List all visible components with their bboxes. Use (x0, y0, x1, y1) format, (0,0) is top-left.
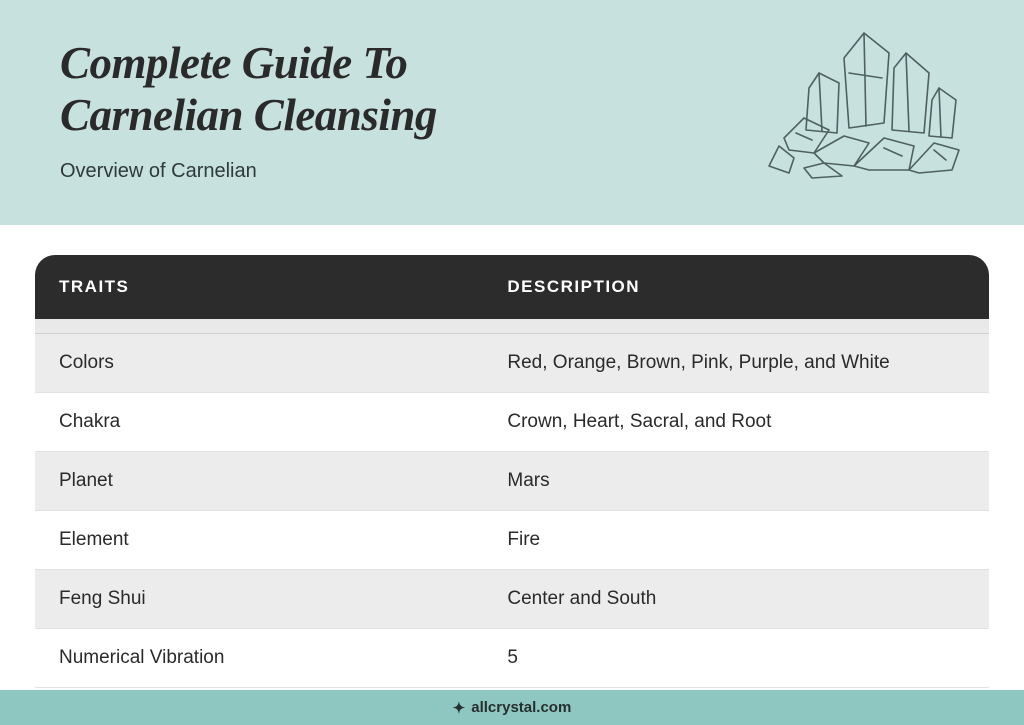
trait-cell: Planet (35, 451, 483, 510)
table-row: Colors Red, Orange, Brown, Pink, Purple,… (35, 333, 989, 392)
description-cell: Crown, Heart, Sacral, and Root (483, 392, 989, 451)
table-row: Element Fire (35, 510, 989, 569)
page-title: Complete Guide To Carnelian Cleansing (60, 38, 660, 142)
footer-bar: ✦ allcrystal.com (0, 690, 1024, 725)
table-row: Chakra Crown, Heart, Sacral, and Root (35, 392, 989, 451)
column-header-traits: TRAITS (35, 255, 483, 319)
trait-cell: Element (35, 510, 483, 569)
sparkle-icon: ✦ (453, 699, 466, 717)
description-cell: Red, Orange, Brown, Pink, Purple, and Wh… (483, 333, 989, 392)
crystal-illustration-icon (734, 18, 984, 188)
description-cell: Fire (483, 510, 989, 569)
header-banner: Complete Guide To Carnelian Cleansing Ov… (0, 0, 1024, 225)
table-row: Feng Shui Center and South (35, 569, 989, 628)
description-cell: Mars (483, 451, 989, 510)
trait-cell: Colors (35, 333, 483, 392)
trait-cell: Numerical Vibration (35, 628, 483, 687)
trait-cell: Feng Shui (35, 569, 483, 628)
footer-text: allcrystal.com (471, 699, 571, 716)
table-row: Numerical Vibration 5 (35, 628, 989, 687)
title-line-1: Complete Guide To (60, 38, 407, 88)
table-header: TRAITS DESCRIPTION (35, 255, 989, 319)
description-cell: 5 (483, 628, 989, 687)
title-line-2: Carnelian Cleansing (60, 90, 437, 140)
traits-table: TRAITS DESCRIPTION Colors Red, Orange, B… (35, 255, 989, 688)
content-area: TRAITS DESCRIPTION Colors Red, Orange, B… (0, 225, 1024, 688)
trait-cell: Chakra (35, 392, 483, 451)
description-cell: Center and South (483, 569, 989, 628)
column-header-description: DESCRIPTION (483, 255, 989, 319)
table-row: Planet Mars (35, 451, 989, 510)
table-spacer (35, 319, 989, 333)
